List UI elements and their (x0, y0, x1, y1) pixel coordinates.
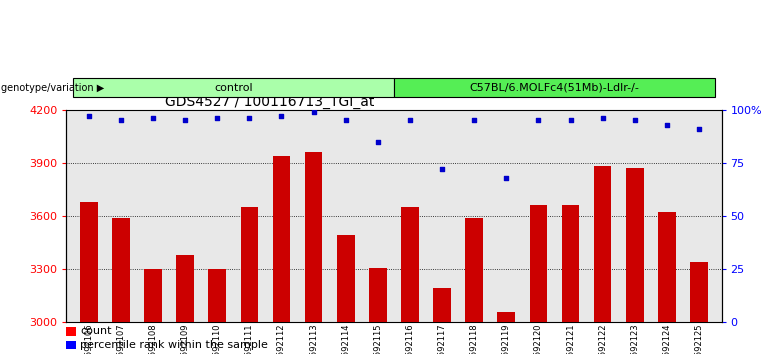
Bar (562, 205, 580, 322)
Point (693, 126, 705, 132)
Bar (530, 205, 548, 322)
Bar (466, 218, 483, 322)
Bar (144, 269, 162, 322)
Bar (394, 78, 715, 97)
Bar (66, 341, 76, 349)
Point (532, 118, 544, 123)
Text: genotype/variation ▶: genotype/variation ▶ (1, 83, 104, 93)
Bar (208, 269, 226, 322)
Point (436, 166, 448, 172)
Bar (240, 207, 258, 322)
Text: control: control (214, 82, 253, 93)
Bar (305, 152, 322, 322)
Bar (498, 312, 515, 322)
Bar (176, 255, 194, 322)
Bar (73, 78, 394, 97)
Point (564, 118, 576, 123)
Point (468, 118, 480, 123)
Point (371, 139, 384, 144)
Text: C57BL/6.MOLFc4(51Mb)-Ldlr-/-: C57BL/6.MOLFc4(51Mb)-Ldlr-/- (470, 82, 640, 93)
Text: percentile rank within the sample: percentile rank within the sample (80, 340, 268, 350)
Bar (337, 235, 355, 322)
Point (147, 115, 159, 121)
Point (211, 115, 224, 121)
Bar (594, 166, 612, 322)
Bar (690, 262, 708, 322)
Point (597, 115, 609, 121)
Text: GDS4527 / 100116713_TGI_at: GDS4527 / 100116713_TGI_at (165, 95, 374, 109)
Point (115, 118, 127, 123)
Point (275, 113, 288, 119)
Point (629, 118, 641, 123)
Bar (626, 168, 644, 322)
Point (307, 109, 320, 115)
Point (339, 118, 352, 123)
Bar (112, 218, 129, 322)
Point (404, 118, 417, 123)
Bar (80, 202, 98, 322)
Bar (273, 156, 290, 322)
Point (179, 118, 191, 123)
Point (243, 115, 256, 121)
Text: count: count (80, 326, 112, 336)
Bar (433, 287, 451, 322)
Bar (658, 212, 675, 322)
Point (83, 113, 95, 119)
Bar (401, 207, 419, 322)
Bar (66, 327, 76, 336)
Point (500, 175, 512, 181)
Bar (369, 268, 387, 322)
Point (661, 122, 673, 127)
